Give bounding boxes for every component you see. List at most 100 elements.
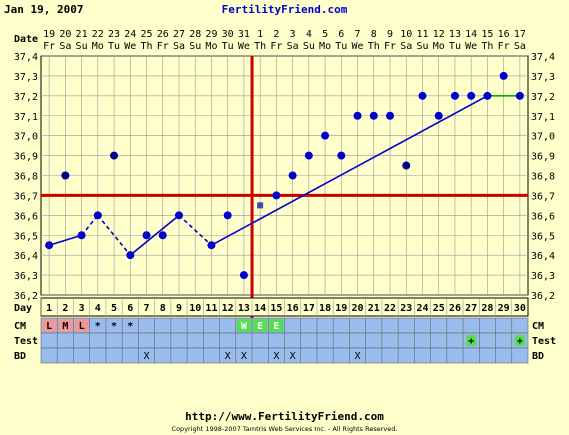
day-number: 22 (384, 303, 396, 314)
day-number: 15 (270, 303, 282, 314)
weekday-label: Mo (205, 41, 217, 52)
temperature-point (369, 111, 378, 120)
date-label: 22 (92, 29, 104, 40)
day-number: 17 (303, 303, 315, 314)
temperature-point (434, 111, 443, 120)
day-number: 7 (144, 303, 150, 314)
weekday-label: Sa (287, 41, 299, 52)
temperature-point (45, 241, 54, 250)
y-tick-label-right: 37,3 (531, 72, 555, 83)
y-tick-label-left: 37,1 (14, 112, 38, 123)
date-label: 21 (76, 29, 88, 40)
cm-cell (253, 319, 268, 332)
weekday-label: Tu (222, 41, 234, 52)
temperature-point (288, 171, 297, 180)
date-label: 10 (400, 29, 412, 40)
temperature-point (304, 151, 313, 160)
temperature-point (402, 161, 411, 170)
temperature-point (418, 91, 427, 100)
day-number: 12 (222, 303, 234, 314)
temperature-point (61, 171, 70, 180)
weekday-label: Fr (270, 41, 282, 52)
weekday-label: Fr (43, 41, 55, 52)
date-label: 6 (338, 29, 344, 40)
temperature-line-segment (211, 95, 488, 246)
date-label: 2 (273, 29, 279, 40)
cm-value: L (79, 321, 85, 332)
cm-value: E (273, 321, 279, 332)
weekday-label: Sa (514, 41, 526, 52)
y-tick-label-left: 36,8 (14, 172, 38, 183)
weekday-label: Tu (449, 41, 461, 52)
day-number: 19 (335, 303, 347, 314)
weekday-label: Sa (173, 41, 185, 52)
weekday-label: Su (76, 41, 88, 52)
date-label: 29 (205, 29, 217, 40)
bd-mark: X (273, 351, 279, 362)
weekday-label: Su (303, 41, 315, 52)
cm-cell (74, 319, 89, 332)
cm-value: M (62, 321, 68, 332)
day-number: 14 (254, 303, 266, 314)
weekday-label: Su (189, 41, 201, 52)
fertility-chart: 36,2 36,2 36,3 36,3 36,4 36,4 36,5 36,5 36,6 36,6… (14, 29, 556, 364)
footer-url[interactable]: http://www.FertilityFriend.com (185, 410, 384, 423)
y-tick-label-left: 36,2 (14, 291, 38, 302)
weekday-label: Fr (498, 41, 510, 52)
weekday-label: Th (481, 41, 493, 52)
date-label: 12 (433, 29, 445, 40)
date-label: 25 (140, 29, 152, 40)
day-number: 23 (400, 303, 412, 314)
date-label: 9 (387, 29, 393, 40)
temperature-point (77, 231, 86, 240)
day-number: 9 (176, 303, 182, 314)
weekday-label: Fr (157, 41, 169, 52)
temperature-point (386, 111, 395, 120)
footer-copyright: Copyright 1998-2007 Tamtris Web Services… (171, 425, 398, 433)
weekday-label: Sa (400, 41, 412, 52)
temperature-point (467, 91, 476, 100)
cm-value: * (95, 321, 101, 332)
y-tick-label-left: 36,6 (14, 211, 38, 222)
temperature-point (353, 111, 362, 120)
day-number: 30 (514, 303, 526, 314)
test-cell (514, 335, 525, 346)
cm-cell (236, 319, 252, 332)
temperature-point (321, 131, 330, 140)
bd-row-label-right: BD (532, 351, 544, 362)
date-label: 28 (189, 29, 201, 40)
y-tick-label-left: 36,7 (14, 191, 38, 202)
temperature-point (337, 151, 346, 160)
test-value: + (468, 336, 474, 347)
test-cell (466, 335, 477, 346)
y-tick-label-right: 36,2 (531, 291, 555, 302)
day-number: 13 (238, 303, 250, 314)
bd-mark: X (225, 351, 231, 362)
brand-link[interactable]: FertilityFriend.com (221, 3, 348, 16)
weekday-label: Mo (92, 41, 104, 52)
y-tick-label-right: 36,7 (531, 191, 555, 202)
date-label: 20 (59, 29, 71, 40)
weekday-label: We (238, 41, 250, 52)
weekday-label: We (352, 41, 364, 52)
day-number: 5 (111, 303, 117, 314)
date-label: 24 (124, 29, 136, 40)
y-tick-label-right: 36,6 (531, 211, 555, 222)
day-number: 4 (95, 303, 101, 314)
day-row-label: Day (14, 303, 32, 314)
cm-value: * (127, 321, 133, 332)
temperature-point (239, 271, 248, 280)
weekday-label: We (124, 41, 136, 52)
y-tick-label-left: 36,4 (14, 251, 38, 262)
day-number: 1 (46, 303, 52, 314)
day-number: 26 (449, 303, 461, 314)
cm-value: * (111, 321, 117, 332)
day-number: 24 (416, 303, 428, 314)
temperature-point (450, 91, 459, 100)
y-tick-label-left: 37,2 (14, 92, 38, 103)
date-label: 8 (371, 29, 377, 40)
weekday-label: Th (254, 41, 266, 52)
cm-value: L (46, 321, 52, 332)
temperature-point (126, 251, 135, 260)
y-tick-label-left: 36,5 (14, 231, 38, 242)
